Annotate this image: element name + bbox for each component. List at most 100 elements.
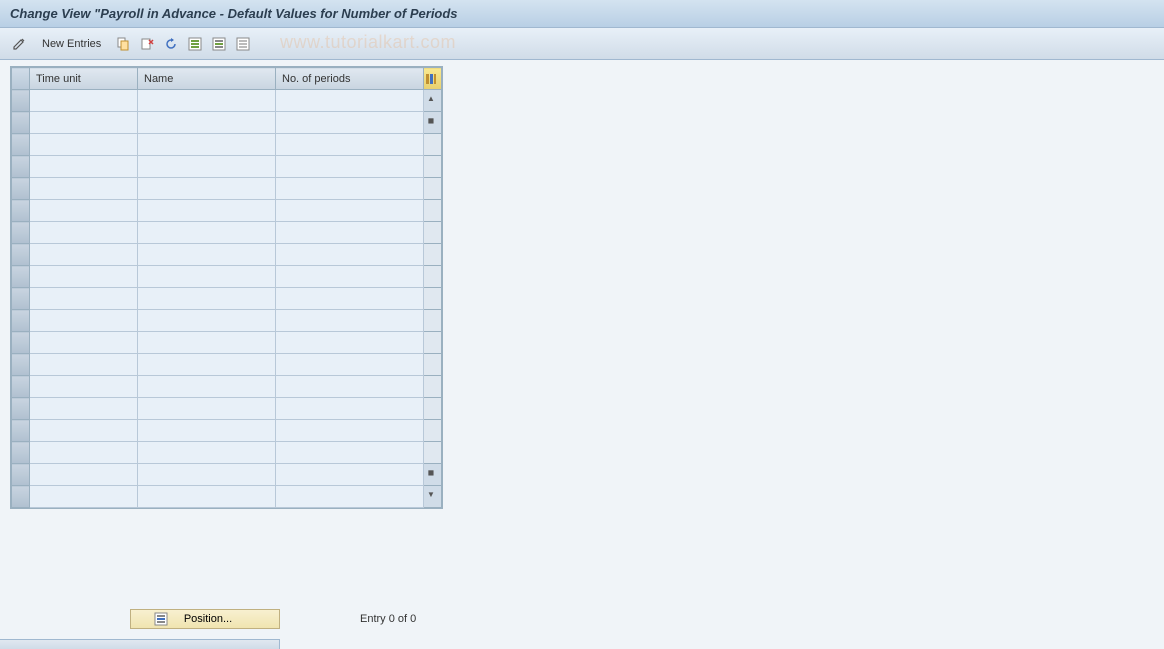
row-selector[interactable] [12, 288, 30, 310]
cell-name[interactable] [138, 134, 276, 156]
row-selector[interactable] [12, 266, 30, 288]
row-selector[interactable] [12, 310, 30, 332]
table-row [12, 222, 442, 244]
cell-periods[interactable] [276, 310, 424, 332]
cell-time-unit[interactable] [30, 134, 138, 156]
row-selector[interactable] [12, 420, 30, 442]
cell-time-unit[interactable] [30, 376, 138, 398]
cell-periods[interactable] [276, 486, 424, 508]
cell-periods[interactable] [276, 266, 424, 288]
cell-name[interactable] [138, 222, 276, 244]
table-header-row: Time unit Name No. of periods [12, 68, 442, 90]
copy-icon[interactable] [113, 34, 133, 54]
table-row: ▲ [12, 90, 442, 112]
column-header-name[interactable]: Name [138, 68, 276, 90]
cell-time-unit[interactable] [30, 90, 138, 112]
cell-name[interactable] [138, 310, 276, 332]
row-selector[interactable] [12, 222, 30, 244]
cell-time-unit[interactable] [30, 310, 138, 332]
row-selector[interactable] [12, 486, 30, 508]
table-config-button[interactable] [424, 68, 442, 90]
scroll-up-button[interactable]: ▲ [424, 90, 442, 112]
cell-time-unit[interactable] [30, 486, 138, 508]
content-area: Time unit Name No. of periods ▲◼◼▼ [0, 60, 1164, 649]
cell-periods[interactable] [276, 178, 424, 200]
cell-time-unit[interactable] [30, 112, 138, 134]
row-selector[interactable] [12, 112, 30, 134]
cell-name[interactable] [138, 376, 276, 398]
cell-name[interactable] [138, 156, 276, 178]
row-selector[interactable] [12, 244, 30, 266]
cell-time-unit[interactable] [30, 222, 138, 244]
cell-time-unit[interactable] [30, 288, 138, 310]
cell-time-unit[interactable] [30, 464, 138, 486]
column-header-periods[interactable]: No. of periods [276, 68, 424, 90]
row-selector[interactable] [12, 354, 30, 376]
row-selector[interactable] [12, 398, 30, 420]
cell-periods[interactable] [276, 156, 424, 178]
deselect-all-icon[interactable] [233, 34, 253, 54]
new-entries-button[interactable]: New Entries [34, 36, 109, 52]
cell-name[interactable] [138, 442, 276, 464]
table-row [12, 332, 442, 354]
cell-name[interactable] [138, 398, 276, 420]
cell-periods[interactable] [276, 222, 424, 244]
select-all-icon[interactable] [185, 34, 205, 54]
cell-name[interactable] [138, 464, 276, 486]
select-block-icon[interactable] [209, 34, 229, 54]
row-selector[interactable] [12, 464, 30, 486]
cell-periods[interactable] [276, 376, 424, 398]
change-icon[interactable] [10, 34, 30, 54]
cell-time-unit[interactable] [30, 244, 138, 266]
cell-name[interactable] [138, 486, 276, 508]
row-selector[interactable] [12, 332, 30, 354]
table-row [12, 266, 442, 288]
cell-name[interactable] [138, 288, 276, 310]
cell-name[interactable] [138, 112, 276, 134]
row-selector[interactable] [12, 156, 30, 178]
cell-periods[interactable] [276, 90, 424, 112]
cell-periods[interactable] [276, 134, 424, 156]
cell-name[interactable] [138, 354, 276, 376]
cell-periods[interactable] [276, 244, 424, 266]
cell-time-unit[interactable] [30, 354, 138, 376]
cell-time-unit[interactable] [30, 156, 138, 178]
row-selector[interactable] [12, 90, 30, 112]
row-selector[interactable] [12, 200, 30, 222]
cell-name[interactable] [138, 420, 276, 442]
cell-periods[interactable] [276, 442, 424, 464]
cell-periods[interactable] [276, 464, 424, 486]
delete-icon[interactable] [137, 34, 157, 54]
cell-name[interactable] [138, 90, 276, 112]
selector-header[interactable] [12, 68, 30, 90]
cell-name[interactable] [138, 332, 276, 354]
cell-periods[interactable] [276, 332, 424, 354]
cell-periods[interactable] [276, 112, 424, 134]
column-header-time-unit[interactable]: Time unit [30, 68, 138, 90]
cell-time-unit[interactable] [30, 442, 138, 464]
scroll-track [424, 178, 442, 200]
cell-time-unit[interactable] [30, 420, 138, 442]
row-selector[interactable] [12, 442, 30, 464]
cell-time-unit[interactable] [30, 200, 138, 222]
cell-name[interactable] [138, 200, 276, 222]
table-row [12, 134, 442, 156]
cell-time-unit[interactable] [30, 398, 138, 420]
cell-time-unit[interactable] [30, 332, 138, 354]
cell-periods[interactable] [276, 288, 424, 310]
cell-name[interactable] [138, 244, 276, 266]
cell-periods[interactable] [276, 200, 424, 222]
cell-time-unit[interactable] [30, 266, 138, 288]
cell-periods[interactable] [276, 354, 424, 376]
row-selector[interactable] [12, 178, 30, 200]
undo-icon[interactable] [161, 34, 181, 54]
row-selector[interactable] [12, 376, 30, 398]
cell-time-unit[interactable] [30, 178, 138, 200]
cell-name[interactable] [138, 178, 276, 200]
scroll-down-button[interactable]: ▼ [424, 486, 442, 508]
row-selector[interactable] [12, 134, 30, 156]
cell-periods[interactable] [276, 420, 424, 442]
cell-periods[interactable] [276, 398, 424, 420]
cell-name[interactable] [138, 266, 276, 288]
position-button[interactable]: Position... [130, 609, 280, 629]
